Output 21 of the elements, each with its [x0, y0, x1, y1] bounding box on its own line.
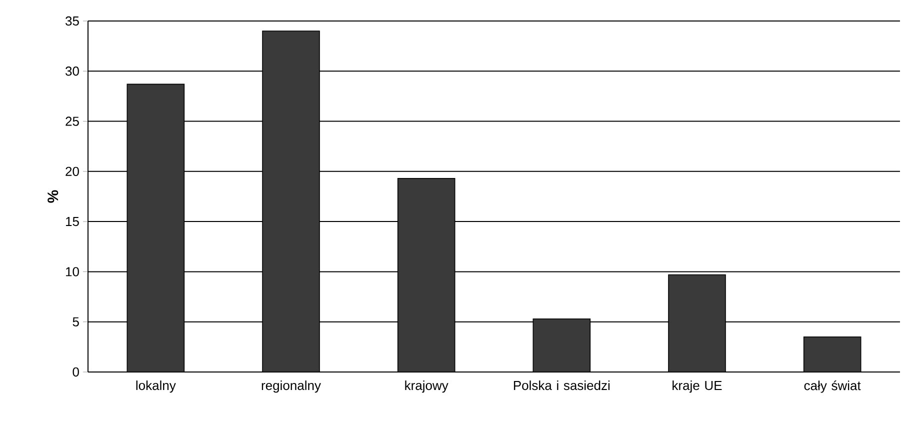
bar — [262, 30, 320, 372]
y-tick-label: 35 — [66, 16, 79, 26]
bar — [397, 178, 456, 372]
bar — [668, 274, 726, 372]
bar — [126, 84, 185, 372]
x-tick-label: kraje UE — [672, 380, 722, 393]
y-tick-label: 20 — [66, 166, 79, 176]
y-axis-title: % — [48, 190, 58, 203]
bar — [803, 336, 862, 372]
y-tick-label: 10 — [66, 267, 79, 276]
x-tick-label: regionalny — [262, 380, 321, 393]
y-tick-label: 5 — [72, 317, 79, 326]
x-tick-label: krajowy — [405, 380, 448, 393]
x-tick-label: Polska i sasiedzi — [514, 380, 610, 390]
x-tick-label: lokalny — [136, 380, 176, 393]
x-tick-label: cały świat — [804, 380, 861, 393]
y-tick-label: 25 — [66, 116, 79, 126]
bar — [532, 318, 591, 372]
y-tick-label: 15 — [66, 217, 79, 226]
y-tick-label: 0 — [72, 367, 79, 377]
y-tick-label: 30 — [66, 66, 79, 76]
